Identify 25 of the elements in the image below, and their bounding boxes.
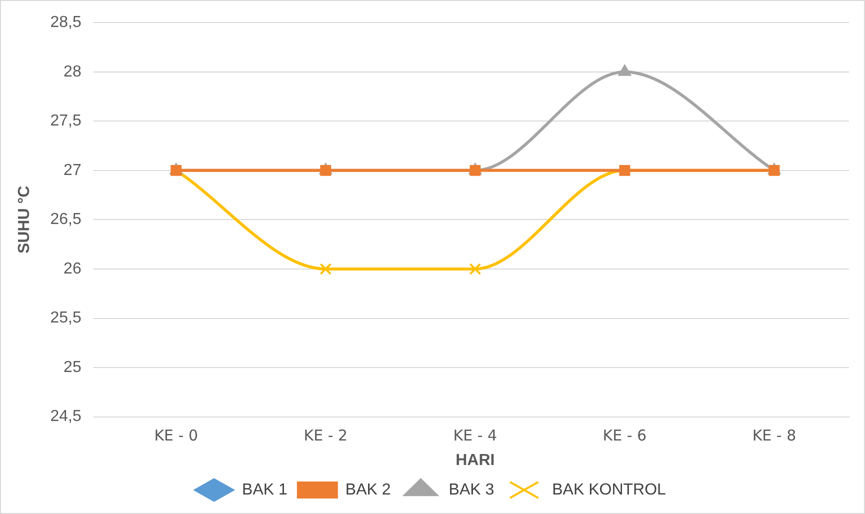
y-tick-label: 27: [64, 162, 82, 179]
point: [618, 64, 632, 76]
point: [320, 164, 332, 176]
point: [320, 263, 332, 275]
y-tick-label: 24,5: [50, 408, 82, 426]
y-tick-label: 25,5: [50, 310, 82, 327]
x-tick-label: KE - 0: [154, 426, 198, 445]
x-tick-label: KE - 8: [752, 426, 796, 445]
x-tick-label: KE - 6: [602, 426, 647, 445]
point: [469, 263, 482, 275]
legend-label: BAK KONTROL: [552, 481, 666, 498]
x-tick-label: KE - 4: [453, 426, 498, 445]
y-tick-label: 28: [64, 63, 82, 80]
x-tick-label: KE - 2: [304, 426, 348, 445]
y-tick-label: 25: [64, 358, 82, 376]
y-axis-title: SUHU °C: [16, 185, 34, 254]
y-tick-label: 28,5: [50, 14, 82, 32]
y-tick-label: 27,5: [50, 112, 82, 130]
point: [470, 164, 481, 176]
x-axis-title: HARI: [456, 452, 495, 469]
y-tick-label: 26,5: [50, 211, 82, 228]
legend-label: BAK 2: [345, 481, 391, 498]
legend-label: BAK 3: [448, 481, 494, 498]
legend-label: BAK 1: [242, 481, 288, 498]
y-tick-label: 26: [64, 260, 82, 278]
